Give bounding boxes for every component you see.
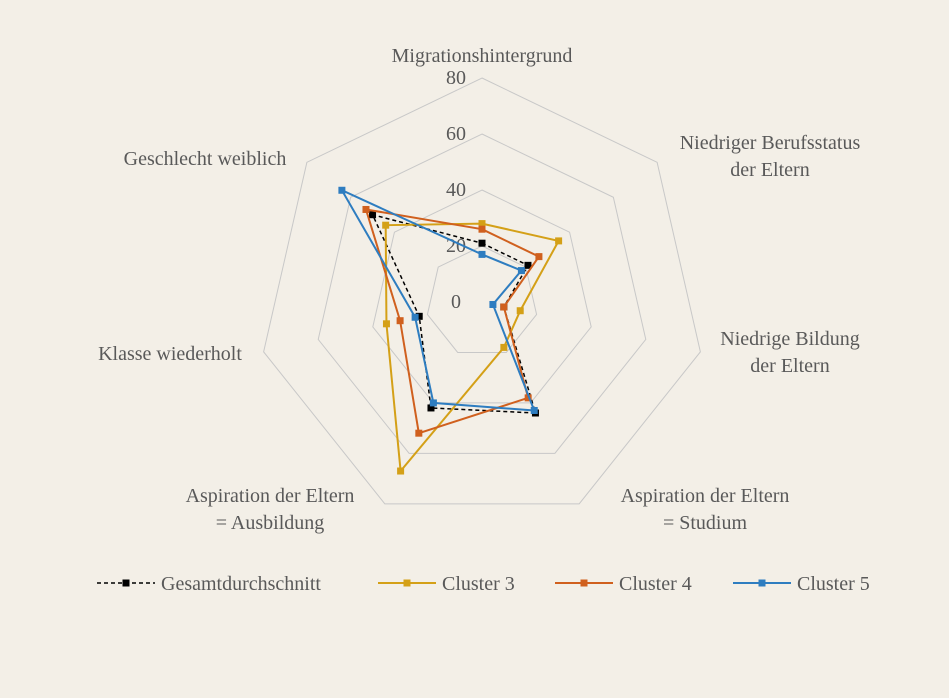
marker: [382, 320, 390, 328]
marker: [517, 267, 525, 275]
marker: [535, 253, 543, 261]
grid-ring: [263, 77, 701, 505]
legend-label: Gesamtdurchschnitt: [161, 573, 321, 595]
grid-ring: [372, 189, 592, 404]
marker: [555, 237, 563, 245]
category-label: Migrationshintergrund: [392, 45, 573, 67]
category-label: Aspiration der Eltern = Studium: [621, 485, 790, 534]
tick-label: 60: [446, 123, 466, 145]
category-label: Geschlecht weiblich: [124, 148, 287, 170]
marker: [338, 186, 346, 194]
legend-label: Cluster 5: [797, 573, 870, 595]
marker: [524, 261, 532, 269]
category-label: Niedriger Berufsstatus der Eltern: [680, 132, 861, 181]
legend-marker: [122, 579, 130, 587]
tick-label: 80: [446, 67, 466, 89]
marker: [362, 205, 370, 213]
tick-label: 0: [451, 291, 461, 313]
legend-marker: [403, 579, 411, 587]
marker: [478, 250, 486, 258]
marker: [369, 211, 377, 219]
marker: [524, 394, 532, 402]
legend-label: Cluster 4: [619, 573, 692, 595]
marker: [382, 221, 390, 229]
marker: [478, 239, 486, 247]
marker: [429, 399, 437, 407]
marker: [415, 312, 423, 320]
legend-marker: [580, 579, 588, 587]
category-label: Niedrige Bildung der Eltern: [720, 328, 859, 377]
marker: [415, 429, 423, 437]
series-line: [364, 208, 541, 435]
marker: [478, 220, 486, 228]
grid-ring: [426, 245, 538, 353]
marker: [489, 300, 497, 308]
marker: [397, 467, 405, 475]
marker: [478, 225, 486, 233]
marker: [530, 406, 538, 414]
category-label: Klasse wiederholt: [98, 343, 242, 365]
marker: [500, 303, 508, 311]
grid-ring: [317, 133, 647, 454]
marker: [427, 404, 435, 412]
marker: [411, 313, 419, 321]
legend-marker: [758, 579, 766, 587]
category-label: Aspiration der Eltern = Ausbildung: [186, 485, 355, 534]
series-line: [384, 222, 561, 474]
marker: [500, 343, 508, 351]
marker: [396, 317, 404, 325]
legend-label: Cluster 3: [442, 573, 515, 595]
series-line: [339, 188, 536, 412]
tick-label: 40: [446, 179, 466, 201]
marker: [516, 307, 524, 315]
